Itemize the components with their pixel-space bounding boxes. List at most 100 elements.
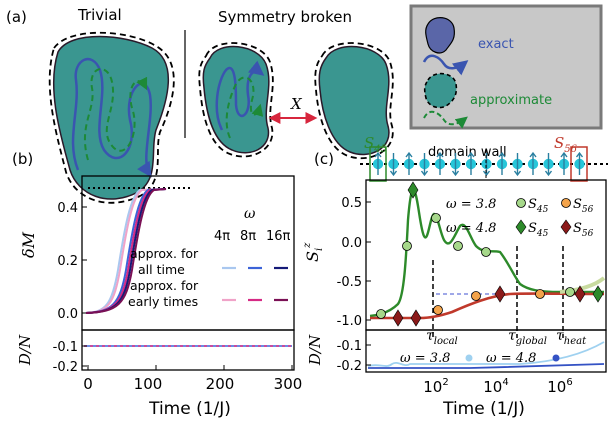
c-legend-s56-48-marker	[560, 219, 572, 235]
c-legend-s45-38-marker	[516, 198, 526, 208]
c-s56-box	[570, 146, 588, 182]
b-ytick-0: 0.0	[57, 307, 78, 322]
c-bottom-legend-38: ω = 3.8	[400, 351, 450, 366]
c-marker-s45-38	[481, 247, 491, 257]
c-marker-s45-38	[565, 287, 575, 297]
c-spin-chain	[372, 150, 585, 180]
c-marker-s56-48	[392, 309, 404, 327]
spin-arrow	[467, 151, 475, 175]
c-ylabel-bottom: D/N	[306, 334, 324, 366]
c-legend-s45-38: S45	[528, 197, 549, 215]
c-s45-box	[369, 146, 387, 182]
spin-arrow	[374, 151, 382, 175]
c-legend-s45-48-marker	[515, 219, 527, 235]
spin-arrow	[513, 153, 522, 177]
c-tau-heat: τheat	[556, 328, 587, 347]
c-ylabel-top: Siz	[302, 242, 325, 262]
c-marker-s56-38	[535, 289, 545, 299]
trivial-blob-approx	[48, 31, 175, 204]
c-legend-s45-48: S45	[528, 221, 549, 239]
trivial-title: Trivial	[77, 6, 122, 24]
c-marker-s56-48	[410, 309, 422, 327]
c-marker-s56-38	[433, 305, 443, 315]
c-xtick-0: 102	[423, 377, 448, 396]
b-legend-all-2: all time	[138, 262, 185, 277]
b-bottom-ytick-1: -0.2	[53, 360, 78, 375]
panel-b-top-yticks: 0.0 0.2 0.4	[57, 201, 87, 322]
broken-title: Symmetry broken	[218, 8, 352, 26]
b-legend-early-1: approx. for	[130, 278, 199, 293]
spin-arrow	[405, 151, 413, 175]
c-marker-s45-38	[402, 241, 412, 251]
panel-b: (b) 0.0 0.2 0.4 δM ω 4π 8π 16π	[12, 150, 302, 419]
spin-arrow	[560, 151, 568, 175]
b-legend-all-1: approx. for	[130, 246, 199, 261]
c-curve-tail	[559, 276, 606, 294]
broken-left-blob-approx	[198, 42, 274, 158]
b-omega-8pi: 8π	[240, 229, 256, 244]
c-xtick-1: 104	[483, 377, 508, 396]
c-legend-omega-48: ω = 4.8	[446, 221, 496, 236]
b-xtick-2: 200	[206, 375, 235, 393]
b-xtick-3: 300	[274, 375, 303, 393]
panel-b-bottom-axes	[81, 329, 295, 371]
b-omega-label: ω	[244, 206, 256, 222]
b-omega-4pi: 4π	[214, 229, 230, 244]
c-marker-s45-48	[592, 285, 604, 303]
b-xlabel: Time (1/J)	[148, 399, 231, 419]
panel-b-label: (b)	[12, 150, 33, 168]
c-markers	[376, 181, 604, 327]
broken-approx-path	[225, 76, 264, 139]
c-marker-s45-38	[431, 213, 441, 223]
spin-arrow	[451, 153, 460, 177]
legend-approx-path	[423, 110, 468, 129]
b-curve-early-16pi	[85, 188, 167, 314]
panel-c-label: (c)	[314, 150, 334, 168]
c-bottom-legend-48-marker	[552, 354, 560, 362]
broken-right-blob-approx	[314, 42, 394, 160]
spin-arrow	[498, 151, 506, 175]
x-symmetry-label: X	[290, 95, 303, 113]
b-xtick-0: 0	[83, 375, 93, 393]
b-ylabel-bottom: D/N	[16, 334, 34, 366]
c-curve-s45	[369, 188, 604, 318]
panel-c: (c) S45 S56 domain wall 0.5 0.0 -0.5 -1.…	[302, 134, 608, 419]
spin-arrow	[436, 151, 444, 175]
b-ytick-2: 0.4	[57, 201, 78, 216]
c-bottom-legend-38-marker	[465, 354, 473, 362]
c-legend-s56-38-marker	[561, 198, 571, 208]
c-legend-s56-38: S56	[573, 197, 594, 215]
c-ytick-3: -1.0	[337, 314, 362, 329]
b-ylabel-top: δM	[19, 231, 38, 258]
c-tau-local: τlocal	[426, 328, 458, 347]
b-xticks: 0 100 200 300	[83, 365, 302, 393]
legend-exact-blob	[425, 17, 455, 54]
c-bottom-ytick-0: -0.1	[337, 339, 362, 354]
spin-arrow	[420, 153, 429, 177]
c-xticks: 102 104 106	[423, 377, 572, 396]
c-bottom-legend-48: ω = 4.8	[486, 351, 536, 366]
panel-a-label: (a)	[6, 8, 27, 26]
b-curve-early-4pi	[85, 188, 167, 314]
b-omega-16pi: 16π	[266, 229, 291, 244]
c-s45-title: S45	[364, 134, 387, 155]
c-legend-omega-38: ω = 3.8	[446, 197, 496, 212]
b-legend-early-2: early times	[128, 294, 198, 309]
c-top-yticks: 0.5 0.0 -0.5 -1.0	[337, 196, 371, 329]
trivial-approx-path	[83, 68, 148, 161]
c-ytick-0: 0.5	[341, 196, 362, 211]
c-marker-s56-48	[574, 285, 586, 303]
c-marker-s56-48	[494, 285, 506, 303]
c-bottom-curve-38	[367, 341, 605, 367]
b-bottom-ytick-0: -0.1	[53, 340, 78, 355]
c-marker-s56-38	[471, 291, 481, 301]
c-marker-s45-38	[376, 309, 386, 319]
c-ytick-1: 0.0	[341, 236, 362, 251]
legend-approx-blob	[423, 72, 458, 109]
b-xtick-1: 100	[134, 375, 163, 393]
c-bottom-ytick-1: -0.2	[337, 359, 362, 374]
panel-a: (a) Trivial Symmetry broken X exact appr…	[6, 4, 603, 204]
b-curves	[85, 188, 167, 314]
c-legend: ω = 3.8 S45 S56 ω = 4.8 S45 S56	[446, 197, 594, 239]
